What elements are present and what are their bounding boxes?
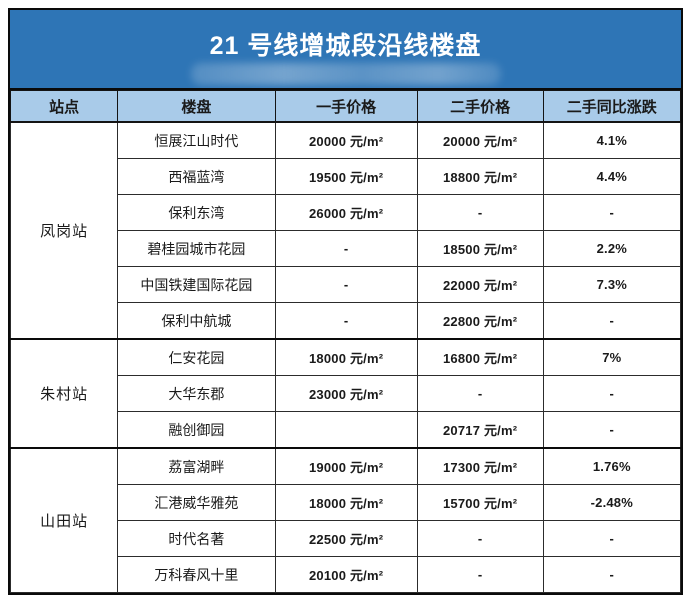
yoy-change-cell: 2.2% — [542, 230, 682, 267]
table-row: 万科春风十里 20100 元/m² - - — [11, 556, 682, 593]
first-hand-price-cell: 19500 元/m² — [274, 158, 418, 195]
yoy-change-cell: - — [542, 194, 682, 231]
second-hand-price-cell: - — [416, 194, 544, 231]
col-header-second-hand-price: 二手价格 — [416, 90, 544, 123]
property-name-cell: 碧桂园城市花园 — [117, 230, 276, 267]
property-name-cell: 融创御园 — [117, 411, 276, 449]
table-row: 融创御园 20717 元/m² - — [11, 411, 682, 449]
table-row: 保利东湾 26000 元/m² - - — [11, 194, 682, 231]
first-hand-price-cell: - — [274, 302, 418, 340]
table-row: 保利中航城 - 22800 元/m² - — [11, 302, 682, 340]
second-hand-price-cell: 15700 元/m² — [416, 484, 544, 521]
col-header-property: 楼盘 — [117, 90, 276, 123]
first-hand-price-cell: 20100 元/m² — [274, 556, 418, 593]
second-hand-price-cell: 18800 元/m² — [416, 158, 544, 195]
property-price-sheet: 21 号线增城段沿线楼盘 站点 楼盘 一手价格 二手价格 二手同比涨跌 凤岗站 … — [8, 8, 683, 595]
second-hand-price-cell: 20717 元/m² — [416, 411, 544, 449]
yoy-change-cell: - — [542, 520, 682, 557]
first-hand-price-cell: 20000 元/m² — [274, 121, 418, 159]
property-name-cell: 保利东湾 — [117, 194, 276, 231]
second-hand-price-cell: 20000 元/m² — [416, 121, 544, 159]
yoy-change-cell: 7% — [542, 338, 682, 376]
second-hand-price-cell: 16800 元/m² — [416, 338, 544, 376]
yoy-change-cell: - — [542, 411, 682, 449]
table-row: 朱村站 仁安花园 18000 元/m² 16800 元/m² 7% — [9, 338, 682, 449]
property-name-cell: 荔富湖畔 — [117, 447, 276, 485]
property-name-cell: 万科春风十里 — [117, 556, 276, 593]
first-hand-price-cell: 19000 元/m² — [274, 447, 418, 485]
first-hand-price-cell: 22500 元/m² — [274, 520, 418, 557]
second-hand-price-cell: 22000 元/m² — [416, 266, 544, 303]
table-row: 中国铁建国际花园 - 22000 元/m² 7.3% — [11, 266, 682, 303]
first-hand-price-cell: 23000 元/m² — [274, 375, 418, 412]
yoy-change-cell: 1.76% — [542, 447, 682, 485]
yoy-change-cell: - — [542, 302, 682, 340]
property-name-cell: 时代名著 — [117, 520, 276, 557]
table-header-row: 站点 楼盘 一手价格 二手价格 二手同比涨跌 — [9, 90, 682, 123]
station-cell-fenggang: 凤岗站 — [9, 121, 119, 340]
table-title-bar: 21 号线增城段沿线楼盘 — [10, 10, 681, 90]
property-table: 站点 楼盘 一手价格 二手价格 二手同比涨跌 凤岗站 恒展江山时代 20000 … — [9, 90, 682, 593]
table-row: 时代名著 22500 元/m² - - — [11, 520, 682, 557]
property-name-cell: 汇港威华雅苑 — [117, 484, 276, 521]
table-row: 碧桂园城市花园 - 18500 元/m² 2.2% — [11, 230, 682, 267]
yoy-change-cell: -2.48% — [542, 484, 682, 521]
second-hand-price-cell: 17300 元/m² — [416, 447, 544, 485]
property-name-cell: 大华东郡 — [117, 375, 276, 412]
yoy-change-cell: 4.1% — [542, 121, 682, 159]
property-name-cell: 恒展江山时代 — [117, 121, 276, 159]
first-hand-price-cell: 18000 元/m² — [274, 484, 418, 521]
first-hand-price-cell: - — [274, 266, 418, 303]
blurred-watermark — [190, 63, 501, 85]
yoy-change-cell: 7.3% — [542, 266, 682, 303]
second-hand-price-cell: - — [416, 556, 544, 593]
col-header-station: 站点 — [9, 90, 119, 123]
first-hand-price-cell: 18000 元/m² — [274, 338, 418, 376]
table-row: 西福蓝湾 19500 元/m² 18800 元/m² 4.4% — [11, 158, 682, 195]
table-row: 大华东郡 23000 元/m² - - — [11, 375, 682, 412]
second-hand-price-cell: - — [416, 520, 544, 557]
table-row: 凤岗站 恒展江山时代 20000 元/m² 20000 元/m² 4.1% — [9, 121, 682, 340]
property-name-cell: 西福蓝湾 — [117, 158, 276, 195]
yoy-change-cell: - — [542, 375, 682, 412]
yoy-change-cell: 4.4% — [542, 158, 682, 195]
property-name-cell: 保利中航城 — [117, 302, 276, 340]
first-hand-price-cell: 26000 元/m² — [274, 194, 418, 231]
first-hand-price-cell — [274, 411, 418, 449]
yoy-change-cell: - — [542, 556, 682, 593]
property-name-cell: 中国铁建国际花园 — [117, 266, 276, 303]
col-header-yoy-change: 二手同比涨跌 — [542, 90, 682, 123]
station-cell-shantian: 山田站 — [9, 447, 119, 593]
second-hand-price-cell: 22800 元/m² — [416, 302, 544, 340]
second-hand-price-cell: - — [416, 375, 544, 412]
col-header-first-hand-price: 一手价格 — [274, 90, 418, 123]
property-name-cell: 仁安花园 — [117, 338, 276, 376]
table-row: 山田站 荔富湖畔 19000 元/m² 17300 元/m² 1.76% — [9, 447, 682, 593]
second-hand-price-cell: 18500 元/m² — [416, 230, 544, 267]
page-title: 21 号线增城段沿线楼盘 — [209, 32, 482, 60]
first-hand-price-cell: - — [274, 230, 418, 267]
station-cell-zhucun: 朱村站 — [9, 338, 119, 449]
